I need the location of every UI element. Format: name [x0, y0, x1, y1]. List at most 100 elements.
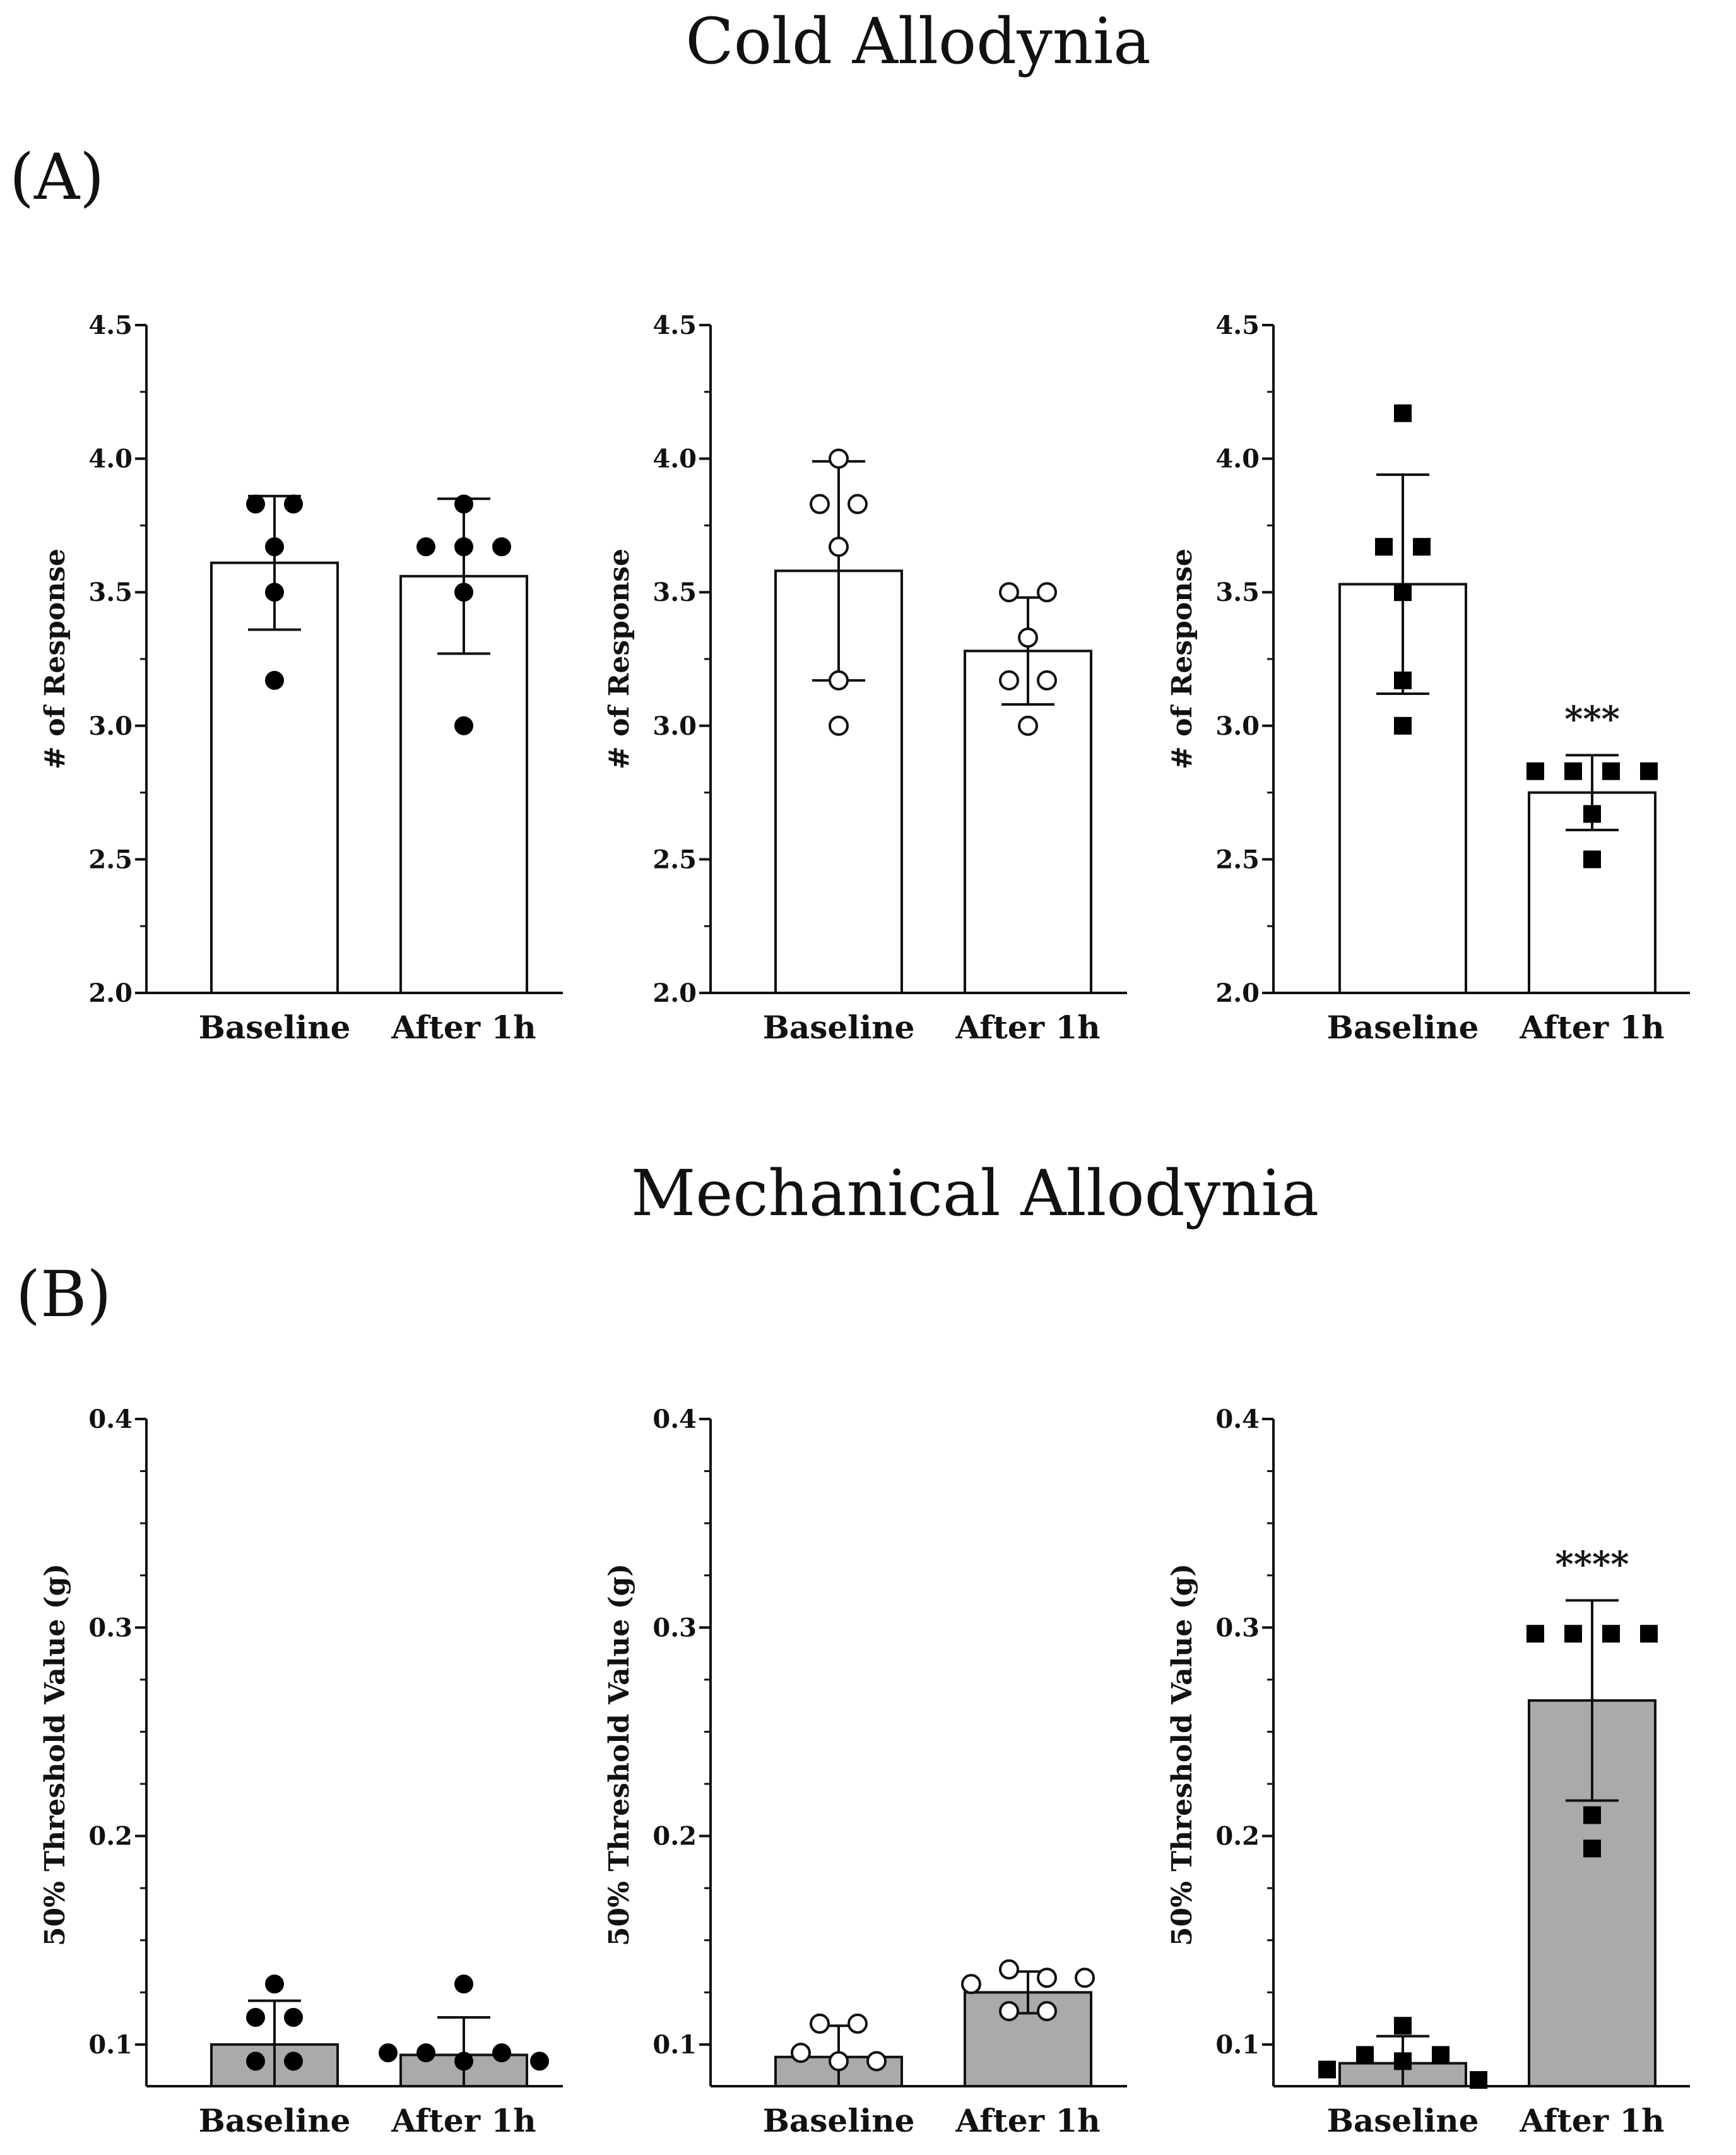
y-tick-label: 2.5 [652, 845, 697, 874]
data-point [284, 2007, 303, 2027]
title-mechanical-allodynia: Mechanical Allodynia [631, 1156, 1319, 1230]
chart-a3: # of Response 2.0 2.5 3.0 3.5 4.0 4.5 Baseline *… [1166, 311, 1690, 1046]
y-tick-label: 0.4 [652, 1404, 697, 1434]
data-point [1394, 2052, 1412, 2070]
data-point [1583, 1806, 1601, 1824]
data-point [379, 2043, 398, 2063]
data-point [284, 494, 303, 514]
data-point [1640, 1625, 1658, 1643]
data-point [829, 670, 849, 691]
data-point [999, 1959, 1019, 1980]
x-category-label: After 1h [1519, 2102, 1664, 2139]
y-tick-label: 4.5 [88, 311, 133, 340]
data-point [999, 670, 1019, 691]
data-point [999, 582, 1019, 603]
data-point [454, 583, 473, 602]
data-point [810, 494, 830, 514]
data-point [1018, 627, 1038, 648]
data-point [1037, 670, 1057, 691]
y-tick-label: 2.5 [88, 845, 133, 874]
x-category-label: Baseline [199, 1009, 351, 1046]
data-point [454, 1974, 473, 1994]
panel-label-a: (A) [9, 140, 104, 214]
y-axis-label: 50% Threshold Value (g) [39, 1564, 71, 1946]
data-point [829, 537, 849, 557]
data-point [416, 537, 435, 557]
data-point [265, 670, 284, 690]
data-point [791, 2043, 811, 2063]
y-tick-label: 0.1 [1215, 2030, 1260, 2060]
data-point [265, 537, 284, 557]
y-tick-label: 0.2 [88, 1822, 133, 1851]
y-tick-label: 2.0 [88, 978, 133, 1008]
data-point [1037, 2001, 1057, 2022]
data-point [829, 448, 849, 469]
y-tick-label: 4.5 [1215, 311, 1260, 340]
data-point [1564, 762, 1582, 780]
data-point [454, 537, 473, 557]
data-point [1583, 1839, 1601, 1858]
x-category-label: After 1h [391, 2102, 536, 2139]
data-point [829, 2051, 849, 2072]
chart-b3: 50% Threshold Value (g) 0.1 0.2 0.3 0.4 Basel… [1166, 1404, 1690, 2139]
data-point [1583, 850, 1601, 869]
data-point [1394, 716, 1412, 735]
y-tick-label: 3.5 [1215, 578, 1260, 607]
data-point [1602, 762, 1620, 780]
y-tick-label: 4.5 [652, 311, 697, 340]
data-point [454, 716, 473, 735]
data-point [1602, 1625, 1620, 1643]
y-axis-label: # of Response [39, 549, 71, 769]
x-category-label: Baseline [199, 2102, 351, 2139]
data-point [1583, 805, 1601, 823]
data-point [246, 494, 265, 514]
y-tick-label: 0.4 [88, 1404, 133, 1434]
data-point [284, 2051, 303, 2071]
y-tick-label: 2.0 [652, 978, 697, 1008]
data-point [1318, 2060, 1336, 2079]
chart-a2: # of Response 2.0 2.5 3.0 3.5 4.0 4.5 Baseline A… [603, 311, 1127, 1046]
y-tick-label: 0.2 [652, 1822, 697, 1851]
data-point [1394, 671, 1412, 689]
chart-b2: 50% Threshold Value (g) 0.1 0.2 0.3 0.4 Basel… [603, 1404, 1127, 2139]
data-point [416, 2043, 435, 2063]
y-tick-label: 3.0 [652, 711, 697, 741]
y-tick-label: 0.3 [652, 1613, 697, 1642]
data-point [1075, 1968, 1095, 1988]
y-tick-label: 4.0 [1215, 444, 1260, 474]
x-category-label: Baseline [1327, 1009, 1479, 1046]
y-axis-label: 50% Threshold Value (g) [603, 1564, 635, 1946]
x-category-label: Baseline [763, 2102, 915, 2139]
y-axis-label: # of Response [603, 549, 635, 769]
data-point [1432, 2046, 1450, 2064]
data-point [246, 2007, 265, 2027]
data-point [961, 1974, 981, 1995]
significance-label: *** [1564, 698, 1620, 740]
y-tick-label: 3.5 [88, 578, 133, 607]
y-tick-label: 0.2 [1215, 1822, 1260, 1851]
data-point [246, 2051, 265, 2071]
data-point [1526, 1625, 1544, 1643]
data-point [265, 1974, 284, 1994]
panel-label-b: (B) [16, 1257, 112, 1331]
data-point [1037, 582, 1057, 603]
y-tick-label: 2.5 [1215, 845, 1260, 874]
y-tick-label: 0.1 [652, 2030, 697, 2060]
data-point [1526, 762, 1544, 780]
y-tick-label: 0.3 [1215, 1613, 1260, 1642]
data-point [1413, 538, 1431, 556]
chart-b1: 50% Threshold Value (g) 0.1 0.2 0.3 0.4 Basel… [39, 1404, 563, 2139]
y-tick-label: 3.0 [88, 711, 133, 741]
data-point [454, 494, 473, 514]
x-category-label: Baseline [763, 1009, 915, 1046]
data-point [1394, 404, 1412, 422]
x-category-label: After 1h [391, 1009, 536, 1046]
data-point [1394, 2017, 1412, 2035]
data-point [530, 2051, 549, 2071]
x-category-label: Baseline [1327, 2102, 1479, 2139]
data-point [1470, 2071, 1487, 2089]
significance-label: **** [1555, 1543, 1629, 1585]
data-point [1640, 762, 1658, 780]
data-point [810, 2013, 830, 2034]
